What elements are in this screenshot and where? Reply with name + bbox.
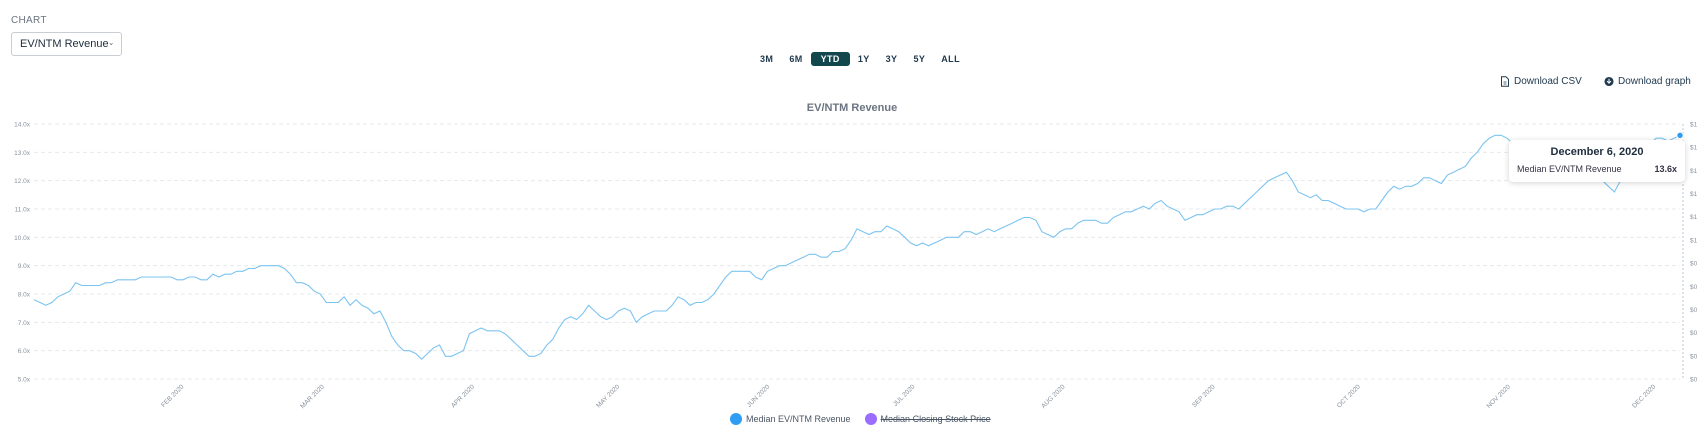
series-line-ev-revenue	[33, 134, 1681, 360]
hover-point-marker	[1676, 131, 1684, 140]
tooltip-value: 13.6x	[1654, 164, 1677, 174]
y-tick-label: 5.0x	[18, 377, 31, 384]
x-tick-label: NOV 2020	[1486, 383, 1513, 410]
y-tick-label: 8.0x	[18, 292, 31, 299]
y-tick-label: 11.0x	[15, 207, 31, 214]
legend-label: Median EV/NTM Revenue	[746, 414, 851, 424]
file-icon	[1501, 76, 1509, 87]
chart-tooltip: December 6, 2020 Median EV/NTM Revenue 1…	[1509, 140, 1685, 182]
range-tab-1y[interactable]: 1Y	[857, 54, 870, 64]
download-graph-button[interactable]: Download graph	[1604, 76, 1691, 87]
x-tick-label: MAR 2020	[299, 383, 326, 410]
x-tick-label: FEB 2020	[160, 383, 186, 409]
download-csv-label: Download CSV	[1514, 76, 1582, 87]
x-tick-label: JUN 2020	[746, 383, 772, 409]
legend-marker	[730, 413, 742, 425]
y2-tick-label: $1	[1690, 191, 1698, 198]
y-tick-label: 7.0x	[18, 320, 31, 327]
chart-title: EV/NTM Revenue	[806, 102, 898, 114]
legend-marker	[864, 413, 877, 425]
y2-tick-label: $1	[1690, 145, 1698, 152]
metric-select[interactable]: EV/NTM Revenue	[11, 32, 122, 56]
y2-tick-label: $1	[1690, 214, 1698, 221]
y2-tick-label: $0	[1690, 284, 1698, 291]
y-tick-label: 10.0x	[14, 235, 31, 242]
chevron-down-icon	[109, 43, 113, 46]
y2-tick-label: $1	[1690, 237, 1698, 244]
tooltip-series-label: Median EV/NTM Revenue	[1517, 164, 1622, 174]
range-tabs: 3M 6M YTD 1Y 3Y 5Y ALL	[752, 52, 968, 66]
y-tick-label: 9.0x	[18, 263, 31, 270]
y2-tick-label: $0	[1690, 261, 1698, 268]
metric-select-value: EV/NTM Revenue	[20, 38, 109, 50]
range-tab-6m[interactable]: 6M	[789, 54, 803, 64]
chart-selector-label: CHART	[11, 15, 47, 26]
range-tab-3m[interactable]: 3M	[760, 54, 774, 64]
range-tab-ytd[interactable]: YTD	[810, 52, 850, 66]
x-tick-label: APR 2020	[450, 383, 476, 409]
y2-tick-label: $1	[1690, 122, 1698, 129]
download-graph-label: Download graph	[1618, 76, 1691, 87]
chart-legend: Median EV/NTM Revenue Median Closing Sto…	[730, 413, 991, 425]
y2-tick-label: $0	[1690, 377, 1698, 384]
legend-item-stock-price[interactable]: Median Closing Stock Price	[864, 413, 991, 425]
download-csv-button[interactable]: Download CSV	[1500, 76, 1582, 87]
x-tick-label: OCT 2020	[1336, 383, 1362, 409]
x-tick-label: DEC 2020	[1631, 383, 1657, 409]
download-icon	[1604, 76, 1614, 87]
tooltip-date: December 6, 2020	[1550, 146, 1644, 158]
x-tick-label: JUL 2020	[892, 383, 917, 408]
y2-tick-label: $0	[1690, 330, 1698, 337]
x-tick-label: AUG 2020	[1040, 383, 1067, 410]
y-tick-label: 14.0x	[14, 122, 31, 129]
y-tick-label: 13.0x	[14, 150, 31, 157]
range-tab-5y[interactable]: 5Y	[913, 54, 926, 64]
y-tick-label: 12.0x	[14, 178, 31, 185]
legend-label: Median Closing Stock Price	[880, 414, 991, 424]
range-tab-3y[interactable]: 3Y	[885, 54, 898, 64]
y2-tick-label: $1	[1690, 168, 1698, 175]
y2-tick-label: $0	[1690, 353, 1698, 360]
y2-tick-label: $0	[1690, 307, 1698, 314]
x-tick-label: SEP 2020	[1191, 383, 1217, 409]
legend-item-ev-revenue[interactable]: Median EV/NTM Revenue	[730, 413, 851, 425]
y-tick-label: 6.0x	[18, 348, 31, 355]
range-tab-all[interactable]: ALL	[941, 54, 960, 64]
x-tick-label: MAY 2020	[595, 383, 621, 409]
